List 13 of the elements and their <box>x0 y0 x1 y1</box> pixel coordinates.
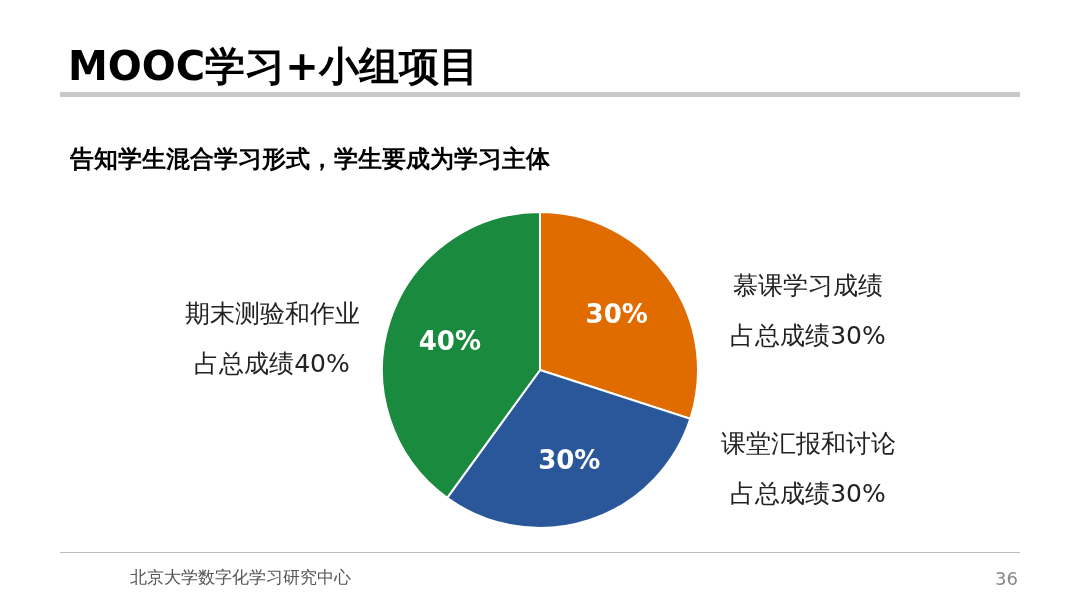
text: 占总成绩30% <box>730 478 886 508</box>
slice-label: 慕课学习成绩 <box>733 270 883 300</box>
slice-label: 课堂汇报和讨论 <box>720 428 896 458</box>
text: 占总成绩40% <box>194 349 350 379</box>
slice-label: 期末测验和作业 <box>184 299 360 329</box>
chart-title: MOOC学习+小组项目 <box>68 43 479 89</box>
text: 36 <box>995 568 1018 589</box>
text: 占总成绩30% <box>730 320 886 350</box>
data-label: 30% <box>538 445 601 476</box>
data-label: 40% <box>418 325 481 356</box>
text: 北京大学数字化学习研究中心 <box>130 567 351 587</box>
data-label: 30% <box>585 299 648 330</box>
chart-subtitle: 告知学生混合学习形式，学生要成为学习主体 <box>69 145 551 173</box>
